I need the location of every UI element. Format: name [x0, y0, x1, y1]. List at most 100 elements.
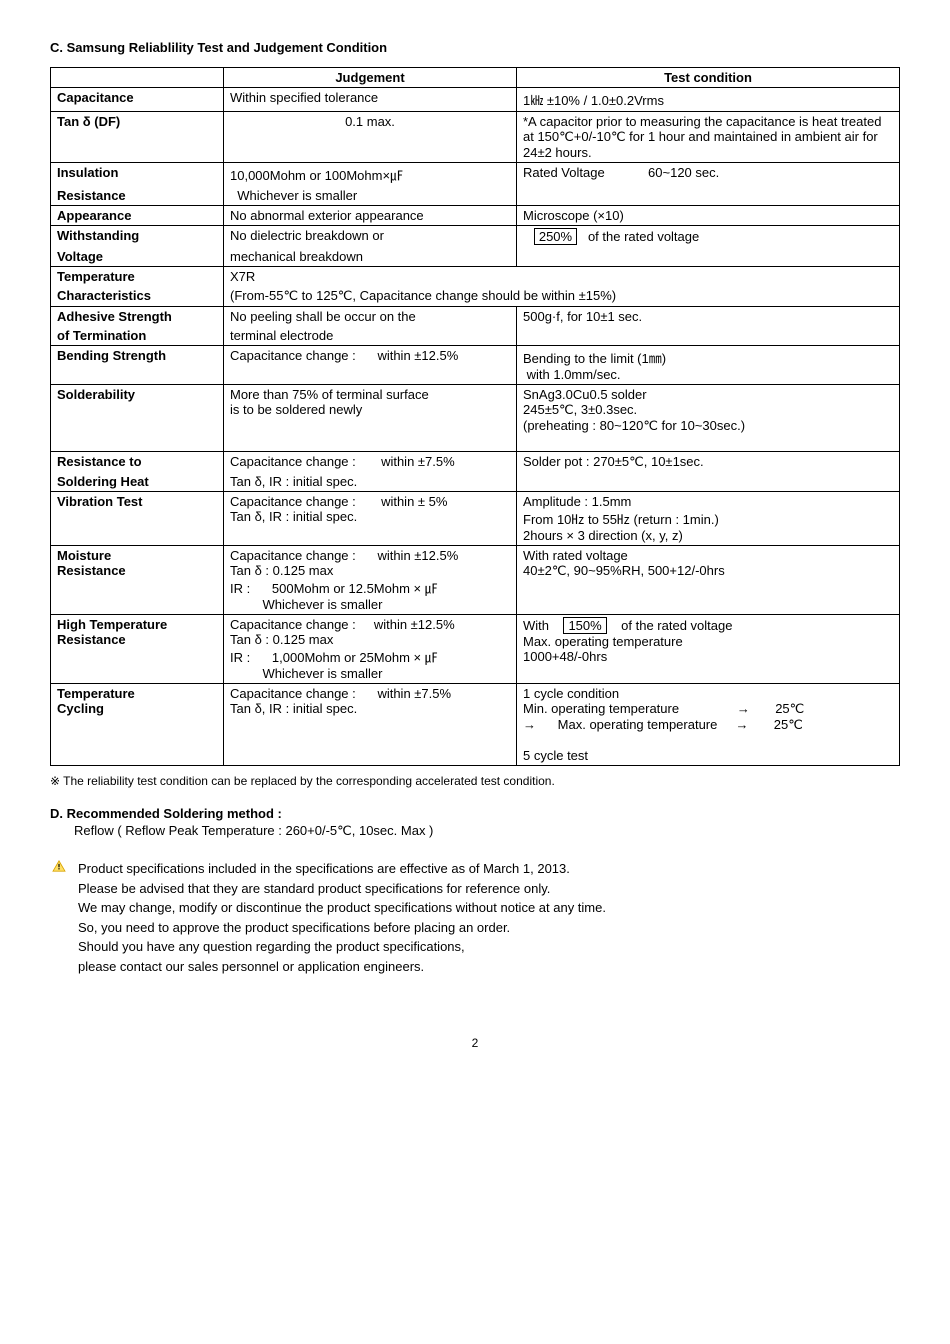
table-row: Temperature Cycling Capacitance change :… — [51, 684, 900, 766]
text: Moisture — [57, 548, 217, 563]
test-cell: Rated Voltage 60~120 sec. — [517, 163, 900, 187]
text: with 1.0mm/sec. — [527, 367, 621, 382]
section-d-sub: Reflow ( Reflow Peak Temperature : 260+0… — [74, 823, 900, 839]
text: with 1.0mm/sec. — [523, 367, 893, 382]
text: 25℃ — [775, 701, 804, 716]
text: 2hours × 3 direction (x, y, z) — [523, 528, 893, 543]
page-number: 2 — [50, 1036, 900, 1050]
table-row: Capacitance Within specified tolerance 1… — [51, 88, 900, 112]
param-cell: Characteristics — [51, 286, 224, 307]
test-cell: Microscope (×10) — [517, 206, 900, 226]
boxed-value: 250% — [534, 228, 577, 245]
test-cell — [517, 326, 900, 346]
text: Tan δ, IR : initial spec. — [230, 701, 510, 716]
text: Capacitance change : — [230, 686, 356, 701]
text: Max. operating temperature — [558, 717, 718, 732]
text: Resistance — [57, 563, 217, 578]
arrow-icon: → — [523, 717, 536, 732]
param-cell: High Temperature Resistance — [51, 615, 224, 684]
test-cell: SnAg3.0Cu0.5 solder 245±5℃, 3±0.3sec. (p… — [517, 385, 900, 452]
text: Tan δ, IR : initial spec. — [230, 509, 510, 524]
judge-cell: Capacitance change : within ±7.5% — [224, 452, 517, 473]
judge-cell: terminal electrode — [224, 326, 517, 346]
test-cell: Bending to the limit (1㎜) with 1.0mm/sec… — [517, 346, 900, 385]
param-cell: Withstanding — [51, 226, 224, 248]
text: IR : — [230, 650, 250, 665]
section-d-title: D. Recommended Soldering method : — [50, 806, 900, 821]
test-cell — [517, 472, 900, 492]
test-cell — [517, 247, 900, 267]
table-row: Appearance No abnormal exterior appearan… — [51, 206, 900, 226]
table-row: Resistance Whichever is smaller — [51, 186, 900, 206]
text: Bending to the limit (1㎜) — [523, 348, 893, 367]
text: 1 cycle condition — [523, 686, 893, 701]
warning-line: Please be advised that they are standard… — [78, 879, 900, 899]
text: within ±12.5% — [377, 548, 458, 563]
param-cell: Insulation — [51, 163, 224, 187]
text: 60~120 sec. — [648, 165, 719, 180]
table-header-row: Judgement Test condition — [51, 68, 900, 88]
param-cell: Solderability — [51, 385, 224, 452]
header-test: Test condition — [517, 68, 900, 88]
table-row: Resistance to Capacitance change : withi… — [51, 452, 900, 473]
section-d: D. Recommended Soldering method : Reflow… — [50, 806, 900, 839]
param-cell: Adhesive Strength — [51, 307, 224, 327]
text: is to be soldered newly — [230, 402, 510, 417]
test-cell: 500g·f, for 10±1 sec. — [517, 307, 900, 327]
judge-cell: X7R — [224, 267, 900, 287]
text: More than 75% of terminal surface — [230, 387, 510, 402]
param-cell: Resistance — [51, 186, 224, 206]
arrow-icon: → — [737, 701, 750, 716]
table-row: of Termination terminal electrode — [51, 326, 900, 346]
text: of the rated voltage — [621, 618, 732, 633]
table-row: Tan δ (DF) 0.1 max. *A capacitor prior t… — [51, 112, 900, 163]
test-cell: 250% of the rated voltage — [517, 226, 900, 248]
text: With — [523, 618, 549, 633]
text: 245±5℃, 3±0.3sec. — [523, 402, 893, 418]
test-cell: Amplitude : 1.5mm From 10㎐ to 55㎐ (retur… — [517, 492, 900, 546]
text: 500Mohm or 12.5Mohm × ㎌ — [272, 581, 438, 596]
header-judgement: Judgement — [224, 68, 517, 88]
judge-cell: Tan δ, IR : initial spec. — [224, 472, 517, 492]
test-cell: 1 cycle condition Min. operating tempera… — [517, 684, 900, 766]
param-cell: Temperature Cycling — [51, 684, 224, 766]
text: Tan δ : 0.125 max — [230, 632, 510, 647]
judge-cell: (From-55℃ to 125℃, Capacitance change sh… — [224, 286, 900, 307]
text: Capacitance change : — [230, 454, 356, 469]
text: 40±2℃, 90~95%RH, 500+12/-0hrs — [523, 563, 893, 579]
table-row: Moisture Resistance Capacitance change :… — [51, 546, 900, 615]
judge-cell: Capacitance change : within ±7.5% Tan δ,… — [224, 684, 517, 766]
param-cell: Moisture Resistance — [51, 546, 224, 615]
text: Capacitance change : — [230, 494, 356, 509]
arrow-icon: → — [735, 717, 748, 732]
judge-cell: Whichever is smaller — [224, 186, 517, 206]
test-cell: Solder pot : 270±5℃, 10±1sec. — [517, 452, 900, 473]
warning-line: Product specifications included in the s… — [54, 859, 900, 879]
text: From 10㎐ to 55㎐ (return : 1min.) — [523, 509, 893, 528]
text: Amplitude : 1.5mm — [523, 494, 893, 509]
text: 5 cycle test — [523, 748, 893, 763]
text: 25℃ — [774, 717, 803, 732]
test-cell: With rated voltage 40±2℃, 90~95%RH, 500+… — [517, 546, 900, 615]
footnote: ※ The reliability test condition can be … — [50, 774, 900, 788]
text: within ±12.5% — [377, 348, 458, 363]
boxed-value: 150% — [563, 617, 606, 634]
table-row: Characteristics (From-55℃ to 125℃, Capac… — [51, 286, 900, 307]
judge-cell: More than 75% of terminal surface is to … — [224, 385, 517, 452]
text: 1000+48/-0hrs — [523, 649, 893, 664]
table-row: High Temperature Resistance Capacitance … — [51, 615, 900, 684]
param-cell: Capacitance — [51, 88, 224, 112]
test-cell — [517, 186, 900, 206]
param-cell: Tan δ (DF) — [51, 112, 224, 163]
table-row: Bending Strength Capacitance change : wi… — [51, 346, 900, 385]
warning-block: Product specifications included in the s… — [54, 859, 900, 976]
table-row: Vibration Test Capacitance change : with… — [51, 492, 900, 546]
table-row: Insulation 10,000Mohm or 100Mohm×㎌ Rated… — [51, 163, 900, 187]
test-cell: With 150% of the rated voltage Max. oper… — [517, 615, 900, 684]
test-cell: *A capacitor prior to measuring the capa… — [517, 112, 900, 163]
judge-cell: Capacitance change : within ±12.5% Tan δ… — [224, 615, 517, 684]
warning-line: Should you have any question regarding t… — [78, 937, 900, 957]
warning-line: So, you need to approve the product spec… — [78, 918, 900, 938]
param-cell: Voltage — [51, 247, 224, 267]
judge-cell: Within specified tolerance — [224, 88, 517, 112]
